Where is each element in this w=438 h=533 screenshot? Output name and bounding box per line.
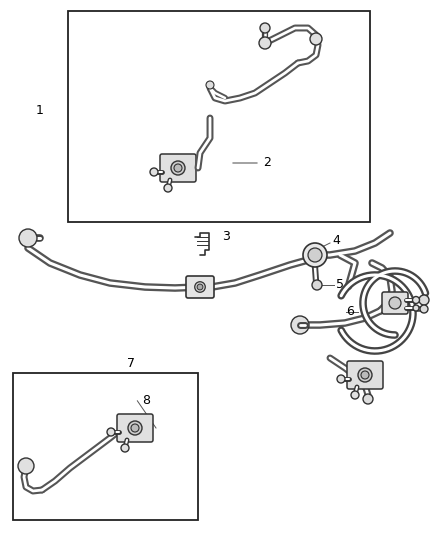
Circle shape — [306, 246, 324, 264]
Circle shape — [128, 421, 142, 435]
Text: 1: 1 — [36, 104, 44, 117]
Circle shape — [413, 305, 419, 311]
Circle shape — [310, 33, 322, 45]
Circle shape — [308, 248, 322, 262]
Circle shape — [420, 305, 428, 313]
Circle shape — [361, 371, 369, 379]
FancyBboxPatch shape — [186, 276, 214, 298]
Circle shape — [197, 284, 203, 290]
Circle shape — [121, 444, 129, 452]
Circle shape — [150, 168, 158, 176]
Text: 8: 8 — [142, 394, 150, 407]
Bar — [13, 373, 198, 520]
Circle shape — [312, 280, 322, 290]
Circle shape — [195, 282, 205, 292]
Text: 2: 2 — [263, 157, 271, 169]
Circle shape — [363, 394, 373, 404]
FancyBboxPatch shape — [382, 292, 408, 314]
Circle shape — [18, 458, 34, 474]
Text: 7: 7 — [127, 357, 135, 370]
Circle shape — [131, 424, 139, 432]
Circle shape — [259, 37, 271, 49]
Circle shape — [19, 229, 37, 247]
Circle shape — [171, 161, 185, 175]
Bar — [68, 11, 370, 222]
Circle shape — [337, 375, 345, 383]
Circle shape — [358, 368, 372, 382]
Circle shape — [303, 243, 327, 267]
Circle shape — [107, 428, 115, 436]
FancyBboxPatch shape — [160, 154, 196, 182]
Circle shape — [291, 316, 309, 334]
Circle shape — [351, 391, 359, 399]
Circle shape — [164, 184, 172, 192]
FancyBboxPatch shape — [117, 414, 153, 442]
Text: 6: 6 — [346, 305, 354, 318]
Circle shape — [174, 164, 182, 172]
FancyBboxPatch shape — [347, 361, 383, 389]
Circle shape — [260, 23, 270, 33]
Circle shape — [389, 297, 401, 309]
Text: 5: 5 — [336, 279, 344, 292]
Circle shape — [206, 81, 214, 89]
Text: 3: 3 — [222, 230, 230, 244]
Text: 4: 4 — [332, 235, 340, 247]
Circle shape — [413, 296, 420, 303]
Circle shape — [419, 295, 429, 305]
